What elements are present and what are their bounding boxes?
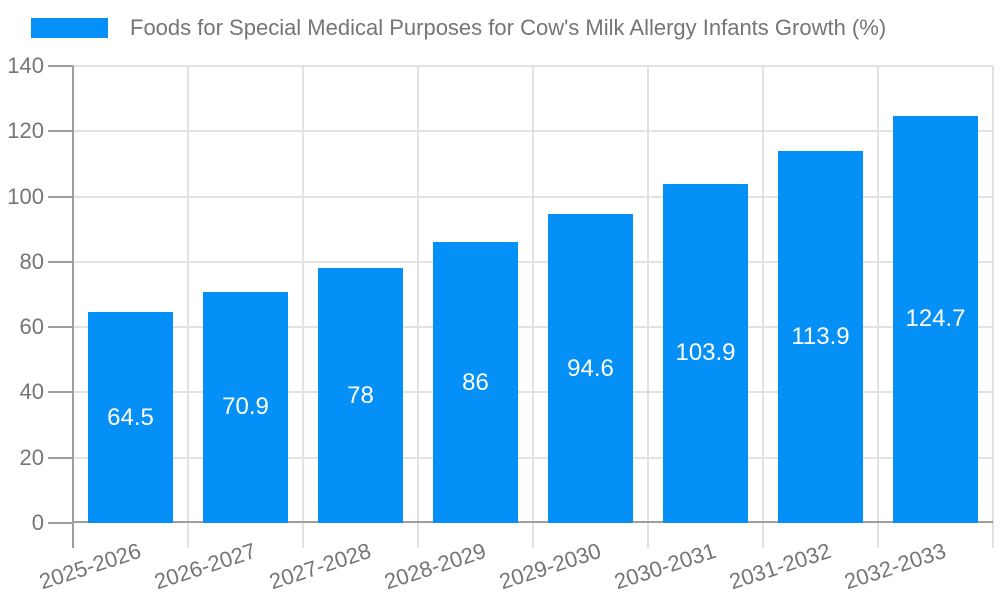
x-axis-tick-label: 2025-2026: [36, 538, 145, 595]
bar-value-label: 86: [462, 368, 489, 396]
y-axis-tick-label: 100: [7, 183, 44, 209]
bar-value-label: 70.9: [222, 393, 269, 421]
legend-swatch: [31, 18, 108, 38]
bar[interactable]: 86: [433, 242, 518, 523]
x-axis-tick-label: 2028-2029: [381, 538, 490, 595]
y-axis-tick-label: 60: [19, 314, 44, 340]
y-axis-tick: [48, 326, 73, 329]
grid-line-vertical: [187, 66, 189, 548]
y-axis-tick: [48, 195, 73, 198]
x-axis-tick-label: 2026-2027: [151, 538, 260, 595]
y-axis-tick: [48, 522, 73, 524]
y-axis-tick: [48, 130, 73, 133]
y-axis-tick-label: 0: [31, 510, 44, 535]
y-axis-tick-label: 140: [7, 53, 44, 78]
x-axis-tick-label: 2030-2031: [611, 538, 720, 595]
y-axis-tick-label: 20: [19, 444, 44, 470]
y-axis-tick: [48, 456, 73, 459]
bar-value-label: 94.6: [567, 354, 614, 382]
bar-value-label: 113.9: [791, 323, 850, 351]
y-axis-line: [72, 66, 74, 548]
y-axis-tick: [48, 260, 73, 263]
bar-value-label: 64.5: [107, 403, 154, 431]
legend-item[interactable]: Foods for Special Medical Purposes for C…: [31, 15, 886, 41]
bar[interactable]: 124.7: [893, 115, 978, 523]
grid-line-vertical: [762, 66, 764, 548]
y-axis-tick-label: 120: [7, 118, 44, 144]
x-axis-line: [72, 521, 993, 523]
bar-value-label: 103.9: [675, 339, 736, 367]
grid-line-vertical: [417, 66, 419, 548]
bar[interactable]: 78: [318, 268, 403, 523]
y-axis-tick-label: 80: [19, 248, 44, 274]
legend-label: Foods for Special Medical Purposes for C…: [130, 15, 887, 40]
x-axis-tick-label: 2032-2033: [841, 538, 950, 595]
bar-value-label: 124.7: [905, 305, 966, 333]
grid-line-vertical: [647, 66, 649, 548]
y-axis-tick-label: 40: [19, 379, 44, 405]
bar[interactable]: 94.6: [548, 214, 633, 523]
grid-line-vertical: [532, 66, 534, 548]
grid-line-vertical: [992, 66, 994, 548]
x-axis-tick-label: 2027-2028: [266, 538, 375, 595]
x-axis-tick-label: 2031-2032: [726, 538, 835, 595]
bar[interactable]: 64.5: [88, 312, 173, 523]
bar[interactable]: 70.9: [203, 291, 288, 523]
grid-line-vertical: [302, 66, 304, 548]
x-axis-tick-label: 2029-2030: [496, 538, 605, 595]
bar[interactable]: 113.9: [778, 151, 863, 523]
grid-line-vertical: [877, 66, 879, 548]
bar[interactable]: 103.9: [663, 183, 748, 523]
y-axis-tick: [48, 391, 73, 394]
y-axis-tick: [48, 65, 73, 67]
bar-value-label: 78: [347, 381, 374, 409]
